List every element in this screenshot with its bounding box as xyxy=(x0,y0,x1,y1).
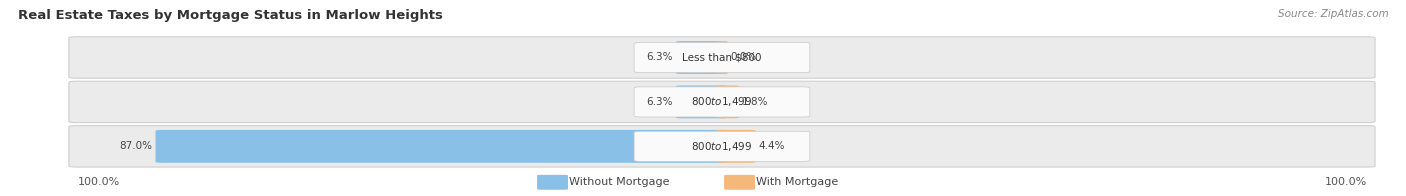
Text: 87.0%: 87.0% xyxy=(120,141,153,151)
Text: Source: ZipAtlas.com: Source: ZipAtlas.com xyxy=(1278,9,1389,19)
FancyBboxPatch shape xyxy=(69,126,1375,167)
FancyBboxPatch shape xyxy=(724,175,755,190)
FancyBboxPatch shape xyxy=(634,131,810,161)
FancyBboxPatch shape xyxy=(716,130,756,163)
Text: Less than $800: Less than $800 xyxy=(682,53,762,63)
Text: 4.4%: 4.4% xyxy=(759,141,786,151)
FancyBboxPatch shape xyxy=(716,41,728,74)
FancyBboxPatch shape xyxy=(716,85,740,118)
Text: 6.3%: 6.3% xyxy=(647,53,673,63)
Text: Without Mortgage: Without Mortgage xyxy=(569,177,669,187)
Text: $800 to $1,499: $800 to $1,499 xyxy=(692,95,752,108)
FancyBboxPatch shape xyxy=(676,41,728,74)
FancyBboxPatch shape xyxy=(634,87,810,117)
FancyBboxPatch shape xyxy=(69,81,1375,123)
Text: $800 to $1,499: $800 to $1,499 xyxy=(692,140,752,153)
Text: Real Estate Taxes by Mortgage Status in Marlow Heights: Real Estate Taxes by Mortgage Status in … xyxy=(18,9,443,22)
Text: 100.0%: 100.0% xyxy=(77,177,120,187)
FancyBboxPatch shape xyxy=(537,175,568,190)
FancyBboxPatch shape xyxy=(634,43,810,73)
Text: 6.3%: 6.3% xyxy=(647,97,673,107)
FancyBboxPatch shape xyxy=(69,37,1375,78)
Text: 0.0%: 0.0% xyxy=(731,53,756,63)
FancyBboxPatch shape xyxy=(156,130,728,163)
Text: 1.8%: 1.8% xyxy=(742,97,769,107)
FancyBboxPatch shape xyxy=(676,85,728,118)
Text: 100.0%: 100.0% xyxy=(1324,177,1367,187)
Text: With Mortgage: With Mortgage xyxy=(756,177,838,187)
